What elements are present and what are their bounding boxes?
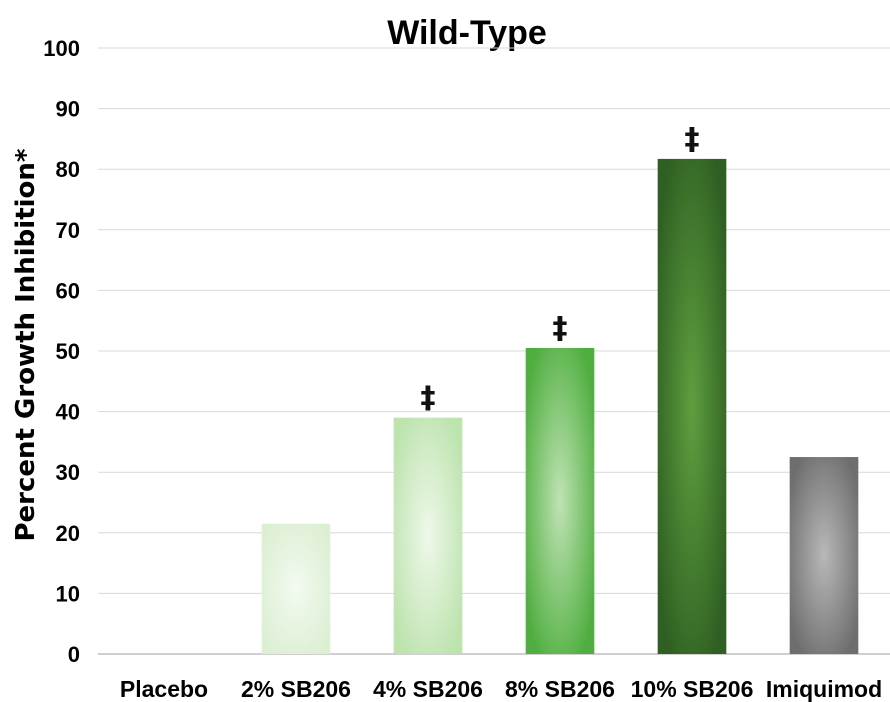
y-axis-label: Percent Growth Inhibition* xyxy=(11,148,41,541)
bar-2-sb206 xyxy=(261,523,331,654)
bar-10-sb206 xyxy=(657,158,727,654)
bar-4-sb206 xyxy=(393,417,463,654)
y-tick-labels: 0 10 20 30 40 50 60 70 80 90 100 xyxy=(43,36,80,667)
x-tick-label: 10% SB206 xyxy=(631,676,754,702)
x-tick-labels: Placebo 2% SB206 4% SB206 8% SB206 10% SB206… xyxy=(120,676,882,702)
significance-mark: ‡ xyxy=(685,122,700,157)
x-tick-label: Placebo xyxy=(120,676,208,702)
bar-8-sb206 xyxy=(525,347,595,654)
y-tick-label: 20 xyxy=(56,521,80,546)
y-tick-label: 0 xyxy=(68,642,80,667)
y-tick-label: 80 xyxy=(56,157,80,182)
significance-mark: ‡ xyxy=(421,381,436,416)
x-tick-label: 2% SB206 xyxy=(241,676,351,702)
gridlines xyxy=(98,47,890,655)
y-tick-label: 40 xyxy=(56,400,80,425)
y-tick-label: 60 xyxy=(56,278,80,303)
significance-mark: ‡ xyxy=(553,311,568,346)
chart-title: Wild-Type xyxy=(387,14,547,52)
x-tick-label: 8% SB206 xyxy=(505,676,615,702)
y-tick-label: 100 xyxy=(43,36,80,61)
y-tick-label: 50 xyxy=(56,339,80,364)
x-tick-label: 4% SB206 xyxy=(373,676,483,702)
y-tick-label: 10 xyxy=(56,581,80,606)
bars xyxy=(261,158,859,654)
x-tick-label: Imiquimod xyxy=(766,676,882,702)
y-tick-label: 30 xyxy=(56,460,80,485)
significance-marks: ‡ ‡ ‡ xyxy=(421,122,700,416)
y-tick-label: 90 xyxy=(56,97,80,122)
bar-imiquimod xyxy=(789,457,859,654)
y-tick-label: 70 xyxy=(56,218,80,243)
